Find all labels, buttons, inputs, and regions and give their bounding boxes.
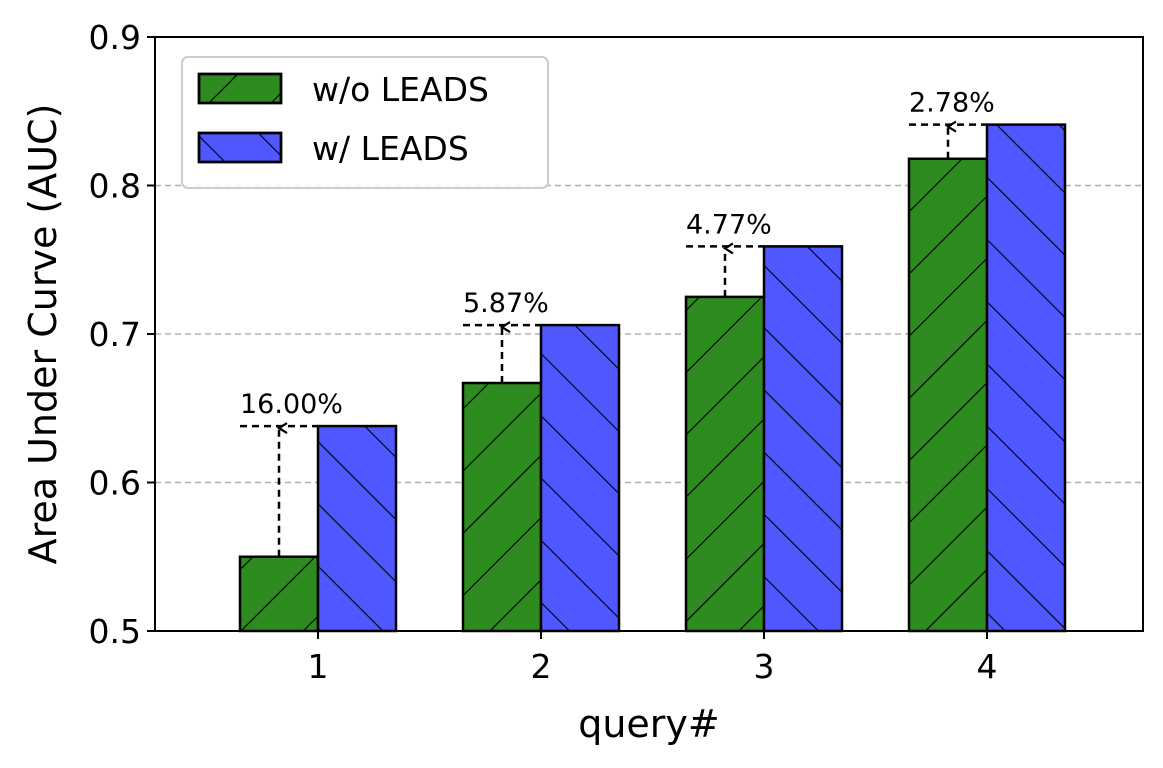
legend: w/o LEADS w/ LEADS [181,56,549,189]
improvement-label: 4.77% [686,209,772,240]
legend-swatch-hatch [197,72,283,105]
x-tick-label: 2 [531,647,552,686]
x-tick-label: 1 [308,647,329,686]
bar-hatch [539,323,621,633]
x-tick-label: 4 [977,647,998,686]
y-tick-label: 0.6 [89,464,141,503]
legend-swatch-hatch [197,131,283,164]
bar-hatch [907,157,989,633]
x-tick-label: 3 [754,647,775,686]
axes: 0.5 0.6 0.7 0.8 0.9 1 2 3 4 [89,18,998,686]
bar-hatch [762,245,844,633]
y-tick-label: 0.8 [89,167,141,206]
y-axis-label: Area Under Curve (AUC) [21,104,65,565]
x-axis-label: query# [578,702,720,746]
legend-label-wo-leads: w/o LEADS [312,70,489,109]
improvement-label: 16.00% [240,389,343,420]
legend-label-w-leads: w/ LEADS [312,129,469,168]
bar-hatch [684,295,766,633]
bar-hatch [316,424,398,633]
bar-hatch [985,123,1067,633]
improvement-label: 5.87% [463,288,549,319]
y-tick-label: 0.7 [89,315,141,354]
bar-hatch [238,555,320,633]
y-tick-label: 0.9 [89,18,141,57]
annotations: 16.00% 5.87% 4.77% 2.78% [240,88,995,557]
bar-hatch [461,381,543,633]
y-tick-label: 0.5 [89,612,141,651]
improvement-label: 2.78% [909,88,995,119]
bars [238,123,1067,633]
